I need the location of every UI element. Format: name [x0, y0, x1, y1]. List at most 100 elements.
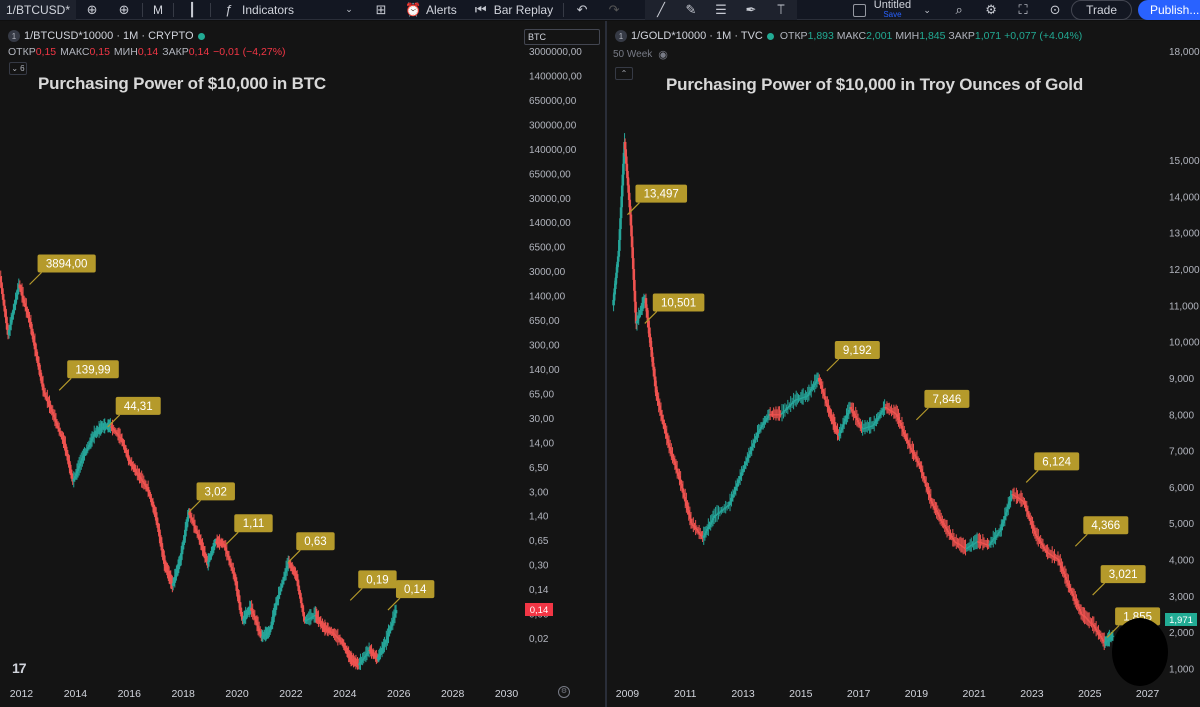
candle-body — [615, 272, 618, 279]
candle-body — [0, 276, 3, 283]
candle-body — [223, 544, 226, 548]
candle-body — [996, 533, 1000, 535]
publish-button[interactable]: Publish... — [1138, 0, 1200, 20]
candle-body — [1, 294, 5, 300]
y-tick-label: 0,65 — [529, 536, 549, 547]
callout-pointer — [225, 531, 239, 545]
candle-body — [696, 530, 700, 532]
redo-button[interactable]: ↷ — [598, 0, 630, 20]
trade-button[interactable]: Trade — [1071, 0, 1132, 20]
candle-body — [345, 650, 349, 653]
candle-body — [142, 482, 146, 485]
candle-body — [69, 470, 73, 475]
replay-icon: ⏮ — [474, 1, 487, 17]
candle-body — [63, 442, 66, 446]
settings-button[interactable]: ⚙ — [975, 0, 1007, 20]
axis-settings-icon[interactable]: ⚙ — [558, 686, 570, 698]
collapse-indicators-button[interactable]: ⌃ — [615, 67, 633, 80]
legend-title[interactable]: 1/BTCUSD*10000 · 1M · CRYPTO — [24, 30, 194, 42]
candle-body — [846, 412, 849, 416]
candle-body — [371, 652, 374, 654]
candle-body — [1089, 621, 1092, 623]
collapse-indicators-button[interactable]: ⌄ 6 — [9, 62, 27, 75]
candle-body — [100, 427, 103, 429]
candle-body — [670, 450, 673, 455]
undo-icon: ↶ — [576, 1, 588, 17]
undo-button[interactable]: ↶ — [566, 0, 598, 20]
candle-body — [617, 250, 621, 257]
indicator-legend[interactable]: 50 Week ◉ — [613, 48, 668, 61]
snapshot-button[interactable]: ⊙ — [1039, 0, 1071, 20]
candle-body — [1078, 608, 1082, 612]
gold-chart-canvas[interactable]: 18,00015,00014,00013,00012,00011,00010,0… — [607, 21, 1200, 707]
fullscreen-button[interactable]: ⛶ — [1007, 0, 1039, 20]
candle-body — [838, 433, 841, 437]
candle-body — [894, 413, 898, 415]
candle-body — [748, 450, 752, 455]
candle-body — [759, 426, 763, 429]
candle-body — [311, 616, 315, 618]
callout-pointer — [627, 202, 640, 216]
fib-icon[interactable]: ☰ — [715, 2, 727, 17]
candle-body — [1052, 555, 1055, 557]
y-tick-label: 15,000 — [1169, 156, 1200, 167]
candle-body — [902, 431, 906, 435]
bar-replay-button[interactable]: ⏮ Bar Replay — [465, 0, 561, 20]
plus-circle-icon: ⊕ — [118, 1, 130, 17]
current-price-tag — [1165, 613, 1197, 626]
candle-body — [963, 547, 966, 549]
trend-line-icon[interactable]: ╱ — [657, 2, 665, 17]
candle-body — [58, 431, 62, 434]
chart-panel-btc[interactable]: 1 1/BTCUSD*10000 · 1M · CRYPTO ОТКР0,15 … — [0, 21, 605, 707]
candle-body — [166, 570, 169, 573]
alerts-button[interactable]: ⏰ Alerts — [397, 0, 465, 20]
candle-body — [1082, 615, 1085, 617]
callout-box — [1100, 565, 1146, 584]
candle-body — [178, 561, 181, 565]
candle-body — [997, 531, 1001, 534]
candle-body — [361, 658, 364, 661]
candle-body — [157, 527, 160, 532]
compare-button[interactable]: ⊕ — [76, 0, 108, 20]
y-tick-label: 12,000 — [1169, 265, 1200, 276]
layouts-button[interactable]: ⊞ — [365, 0, 397, 20]
symbol-search-button[interactable]: 1/BTCUSD* — [0, 0, 77, 20]
chart-type-button[interactable]: ┃ — [176, 0, 208, 20]
pen-icon[interactable]: ✒ — [745, 2, 757, 17]
candle-body — [998, 530, 1002, 532]
layout-checkbox[interactable] — [852, 3, 866, 17]
measure-icon[interactable]: ⟙ — [777, 2, 785, 17]
candle-body — [44, 395, 48, 399]
candle-body — [641, 303, 645, 306]
btc-chart-canvas[interactable]: 3000000,001400000,00650000,00300000,0014… — [0, 21, 605, 707]
eye-icon[interactable]: ◉ — [658, 49, 668, 61]
chart-panel-gold[interactable]: 1 1/GOLD*10000 · 1M · TVC ОТКР1,893 МАКС… — [607, 21, 1200, 707]
candle-body — [256, 625, 260, 629]
toolbar-divider — [210, 2, 212, 17]
quick-search-button[interactable]: ⌕ — [943, 0, 975, 20]
panel-divider[interactable] — [605, 21, 607, 707]
symbol-tag[interactable]: BTC — [524, 29, 600, 45]
candle-body — [629, 207, 632, 215]
brush-icon[interactable]: ✎ — [685, 2, 697, 17]
layout-name-button[interactable]: Untitled Save ⌄ — [845, 0, 943, 19]
add-symbol-button[interactable]: ⊕ — [108, 0, 140, 20]
candle-body — [686, 505, 689, 511]
candle-body — [352, 660, 355, 662]
interval-button[interactable]: M — [145, 0, 171, 20]
candle-body — [51, 411, 55, 415]
candle-body — [68, 466, 72, 471]
indicators-button[interactable]: ƒ Indicators ⌄ — [213, 0, 365, 20]
candle-body — [1067, 582, 1070, 586]
candle-body — [1023, 501, 1026, 505]
candle-body — [359, 661, 362, 664]
candle-body — [856, 420, 860, 423]
candle-body — [871, 425, 875, 427]
candle-body — [12, 309, 15, 315]
legend-title[interactable]: 1/GOLD*10000 · 1M · TVC — [631, 30, 763, 42]
candle-body — [143, 484, 147, 486]
candle-body — [353, 661, 357, 663]
candle-body — [1063, 574, 1067, 577]
candle-body — [632, 269, 636, 280]
series-legend: 1 1/GOLD*10000 · 1M · TVC ОТКР1,893 МАКС… — [615, 30, 1082, 42]
